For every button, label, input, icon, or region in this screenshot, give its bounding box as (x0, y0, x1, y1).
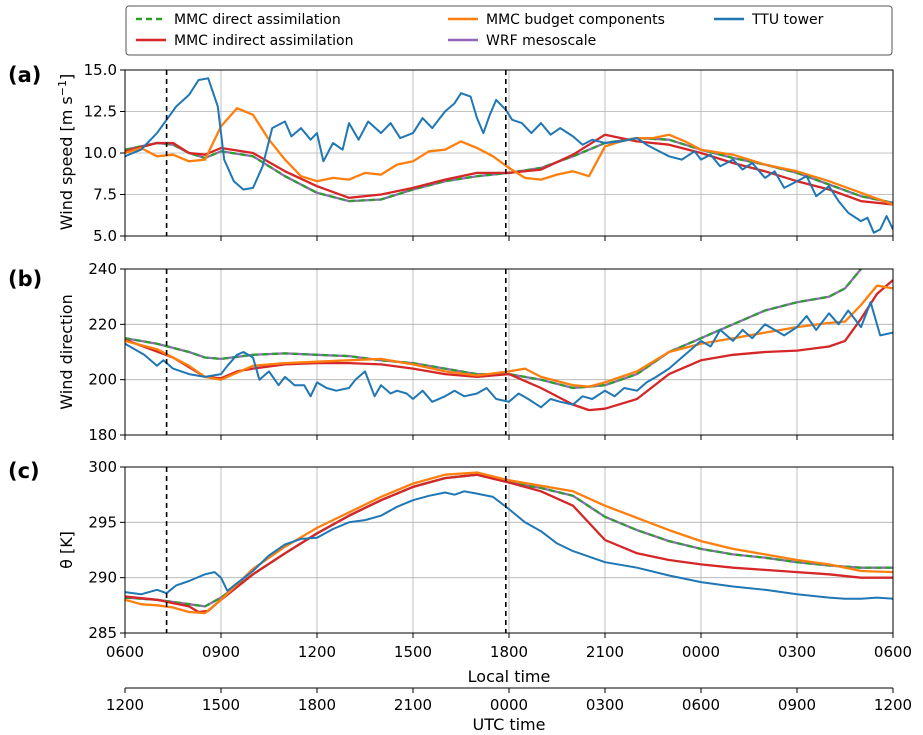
x-tick-label-utc-5: 0300 (586, 696, 624, 714)
series-group-b (125, 269, 893, 412)
series-line-indirect-b (125, 279, 893, 412)
grid-c (124, 466, 894, 634)
legend-entry-indirect: MMC indirect assimilation (136, 33, 354, 49)
series-line-indirect-c (125, 473, 893, 614)
legend-entry-budget: MMC budget components (448, 12, 665, 28)
y-axis-label-a: Wind speed [m s−1] (56, 74, 76, 230)
x-tick-label-local-2: 1200 (298, 643, 336, 661)
series-line-ttu-a (125, 77, 893, 234)
legend-label-indirect: MMC indirect assimilation (174, 33, 354, 49)
panel-a: (a) Wind speed [m s−1] 5.0 7.5 10.0 12.5 15.… (8, 61, 894, 245)
series-line-ttu-b (125, 301, 893, 409)
y-axis-label-a-main: Wind speed [m s (57, 96, 76, 230)
plot-frame-c (124, 466, 894, 634)
panel-label-c: (c) (8, 459, 40, 483)
series-line-direct-b (125, 269, 863, 390)
x-tick-label-utc-4: 0000 (490, 696, 528, 714)
legend-entry-ttu: TTU tower (714, 12, 824, 28)
x-tick-label-utc-6: 0600 (682, 696, 720, 714)
series-line-budget-a (125, 107, 893, 206)
x-axis-label-local: Local time (468, 667, 551, 686)
y-tick-label-b-0: 180 (88, 426, 117, 444)
x-tick-label-local-5: 2100 (586, 643, 624, 661)
x-tick-label-utc-1: 1500 (202, 696, 240, 714)
legend-label-ttu: TTU tower (751, 12, 824, 28)
series-line-indirect-a (125, 133, 893, 206)
legend-entry-direct: MMC direct assimilation (136, 12, 341, 28)
series-line-direct-a (125, 136, 893, 204)
grid-a (124, 69, 894, 237)
y-tick-label-c-1: 290 (88, 569, 117, 587)
series-line-ttu-c (125, 490, 893, 600)
x-axis-label-utc: UTC time (473, 715, 546, 734)
y-tick-label-c-2: 295 (88, 513, 117, 531)
x-tick-label-utc-7: 0900 (778, 696, 816, 714)
panel-c: (c) θ [K] 285 290 295 300 (8, 458, 894, 642)
y-axis-label-a-sup: −1 (56, 80, 69, 96)
series-line-budget-b (125, 284, 893, 388)
y-tick-label-a-1: 7.5 (93, 186, 117, 204)
y-axis-label-c: θ [K] (57, 531, 76, 569)
x-tick-label-local-7: 0300 (778, 643, 816, 661)
plot-frame-b (124, 268, 894, 436)
x-tick-label-local-3: 1500 (394, 643, 432, 661)
x-axis-utc: 1200 1500 1800 2100 0000 0300 0600 0900 1200 (106, 687, 912, 714)
plot-frame-a (124, 69, 894, 237)
y-axis-label-a-end: ] (57, 74, 76, 80)
x-tick-label-utc-3: 2100 (394, 696, 432, 714)
y-axis-label-b: Wind direction (57, 294, 76, 409)
series-line-budget-c (125, 471, 893, 615)
y-tick-label-a-3: 12.5 (84, 103, 117, 121)
legend-label-budget: MMC budget components (486, 12, 665, 28)
x-tick-label-local-8: 0600 (874, 643, 912, 661)
y-tick-label-b-1: 200 (88, 371, 117, 389)
y-tick-label-a-2: 10.0 (84, 144, 117, 162)
x-tick-label-local-6: 0000 (682, 643, 720, 661)
y-tick-label-c-0: 285 (88, 624, 117, 642)
panel-label-b: (b) (8, 267, 42, 291)
x-tick-label-utc-2: 1800 (298, 696, 336, 714)
panel-b: (b) Wind direction 180 200 220 240 (8, 260, 894, 444)
series-group-c (125, 471, 893, 615)
x-tick-label-utc-8: 1200 (874, 696, 912, 714)
y-tick-label-c-3: 300 (88, 458, 117, 476)
x-tick-label-local-4: 1800 (490, 643, 528, 661)
x-tick-label-local-1: 0900 (202, 643, 240, 661)
y-tick-label-a-0: 5.0 (93, 227, 117, 245)
panel-label-a: (a) (8, 63, 41, 87)
x-axis-local: 0600 0900 1200 1500 1800 2100 0000 0300 0600 (106, 643, 912, 661)
x-tick-label-local-0: 0600 (106, 643, 144, 661)
y-tick-label-b-3: 240 (88, 260, 117, 278)
legend-entry-wrf: WRF mesoscale (448, 33, 596, 49)
x-tick-label-utc-0: 1200 (106, 696, 144, 714)
legend-label-wrf: WRF mesoscale (486, 33, 596, 49)
y-tick-label-b-2: 220 (88, 315, 117, 333)
y-tick-label-a-4: 15.0 (84, 61, 117, 79)
legend-label-direct: MMC direct assimilation (174, 12, 341, 28)
series-group-a (125, 77, 893, 234)
legend: MMC direct assimilation MMC indirect ass… (125, 5, 893, 56)
